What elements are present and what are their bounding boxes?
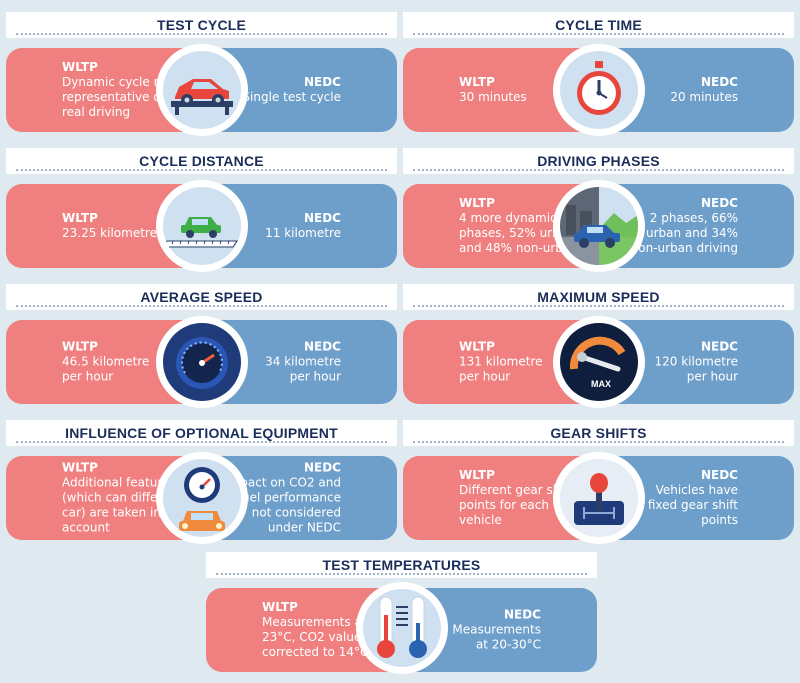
stopwatch-icon	[559, 51, 638, 129]
icon-circle	[552, 44, 645, 136]
panel-title: TEST CYCLE	[6, 12, 397, 38]
panel-test-cycle: TEST CYCLE NEDC Single test cycle WLTP D…	[6, 12, 397, 136]
wltp-label: WLTP	[459, 75, 495, 89]
nedc-label: NEDC	[700, 75, 738, 89]
wltp-block: WLTP 131 kilometre per hour	[459, 340, 543, 385]
nedc-label: NEDC	[303, 460, 341, 475]
panel-average-speed: AVERAGE SPEED NEDC 34 kilometre per hour…	[6, 284, 397, 408]
panel-title: CYCLE TIME	[403, 12, 794, 38]
panel-gear-shifts: GEAR SHIFTS NEDC Vehicles have fixed gea…	[403, 420, 794, 544]
wltp-text: 23.25 kilometre	[62, 226, 157, 240]
nedc-block: NEDC Measurements at 20-30°C	[452, 608, 541, 653]
icon-circle	[155, 452, 248, 544]
icon-circle	[155, 180, 248, 272]
wltp-text: 131 kilometre per hour	[459, 354, 543, 384]
wltp-block: WLTP Measurements at 23°C, CO2 values co…	[262, 600, 368, 660]
thermometers-icon	[362, 589, 441, 667]
wltp-block: WLTP 30 minutes	[459, 75, 527, 105]
nedc-label: NEDC	[700, 468, 738, 482]
nedc-text: Vehicles have fixed gear shift points	[647, 483, 738, 527]
car-icon	[162, 51, 241, 129]
panel-title: INFLUENCE OF OPTIONAL EQUIPMENT	[6, 420, 397, 446]
nedc-label: NEDC	[303, 339, 341, 354]
nedc-text: 34 kilometre per hour	[265, 354, 341, 384]
nedc-text: 20 minutes	[670, 90, 738, 104]
wltp-label: WLTP	[62, 60, 98, 74]
nedc-label: NEDC	[303, 211, 341, 225]
wltp-label: WLTP	[62, 211, 98, 225]
wltp-label: WLTP	[62, 339, 98, 354]
nedc-text: Single test cycle	[242, 90, 341, 104]
nedc-text: 11 kilometre	[265, 226, 341, 240]
car-on-ruler-icon	[162, 187, 241, 265]
icon-circle	[155, 316, 248, 408]
nedc-block: NEDC Vehicles have fixed gear shift poin…	[648, 468, 738, 528]
fuel-gauge-car-icon	[162, 459, 241, 537]
nedc-block: NEDC 34 kilometre per hour	[265, 340, 341, 385]
wltp-label: WLTP	[459, 339, 495, 354]
panel-optional-equipment: INFLUENCE OF OPTIONAL EQUIPMENT NEDC Imp…	[6, 420, 397, 544]
wltp-block: WLTP 46.5 kilometre per hour	[62, 340, 149, 385]
wltp-label: WLTP	[459, 468, 495, 482]
nedc-label: NEDC	[700, 339, 738, 354]
nedc-block: NEDC 20 minutes	[670, 75, 738, 105]
wltp-text: 46.5 kilometre per hour	[62, 354, 150, 384]
panel-title: DRIVING PHASES	[403, 148, 794, 174]
panel-title: TEST TEMPERATURES	[206, 552, 597, 578]
max-gauge-icon: MAX	[559, 323, 638, 401]
panel-title: AVERAGE SPEED	[6, 284, 397, 310]
panel-title: CYCLE DISTANCE	[6, 148, 397, 174]
wltp-text: Measurements at 23°C, CO2 values correct…	[262, 615, 369, 659]
wltp-block: WLTP 4 more dynamic phases, 52% urban an…	[459, 196, 578, 256]
panel-cycle-time: CYCLE TIME NEDC 20 minutes WLTP 30 minut…	[403, 12, 794, 136]
panel-title: GEAR SHIFTS	[403, 420, 794, 446]
nedc-block: NEDC 2 phases, 66% urban and 34% non-urb…	[631, 196, 738, 256]
panel-test-temperatures: TEST TEMPERATURES NEDC Measurements at 2…	[206, 552, 597, 674]
wltp-block: WLTP Dynamic cycle more representative o…	[62, 60, 185, 120]
nedc-block: NEDC Single test cycle	[242, 75, 341, 105]
icon-circle	[155, 44, 248, 136]
wltp-label: WLTP	[62, 460, 98, 475]
icon-circle	[552, 180, 645, 272]
icon-circle	[552, 452, 645, 544]
car-city-landscape-icon	[559, 187, 638, 265]
panel-maximum-speed: MAXIMUM SPEED NEDC 120 kilometre per hou…	[403, 284, 794, 408]
nedc-text: Measurements at 20-30°C	[452, 622, 541, 652]
gear-stick-icon	[559, 459, 638, 537]
icon-circle: MAX	[552, 316, 645, 408]
wltp-label: WLTP	[262, 600, 298, 614]
nedc-label: NEDC	[503, 607, 541, 622]
panel-driving-phases: DRIVING PHASES NEDC 2 phases, 66% urban …	[403, 148, 794, 272]
nedc-text: 2 phases, 66% urban and 34% non-urban dr…	[630, 211, 738, 255]
nedc-label: NEDC	[700, 196, 738, 210]
panel-title: MAXIMUM SPEED	[403, 284, 794, 310]
wltp-text: 30 minutes	[459, 90, 527, 104]
panel-cycle-distance: CYCLE DISTANCE NEDC 11 kilometre WLTP 23…	[6, 148, 397, 272]
wltp-label: WLTP	[459, 196, 495, 210]
nedc-label: NEDC	[303, 75, 341, 89]
icon-circle	[355, 582, 448, 674]
wltp-block: WLTP 23.25 kilometre	[62, 211, 157, 241]
nedc-block: NEDC 120 kilometre per hour	[654, 340, 738, 385]
speedometer-icon	[162, 323, 241, 401]
nedc-block: NEDC 11 kilometre	[265, 211, 341, 241]
max-label: MAX	[591, 379, 611, 389]
wltp-text: 4 more dynamic phases, 52% urban and 48%…	[459, 211, 578, 255]
nedc-text: 120 kilometre per hour	[654, 354, 738, 384]
